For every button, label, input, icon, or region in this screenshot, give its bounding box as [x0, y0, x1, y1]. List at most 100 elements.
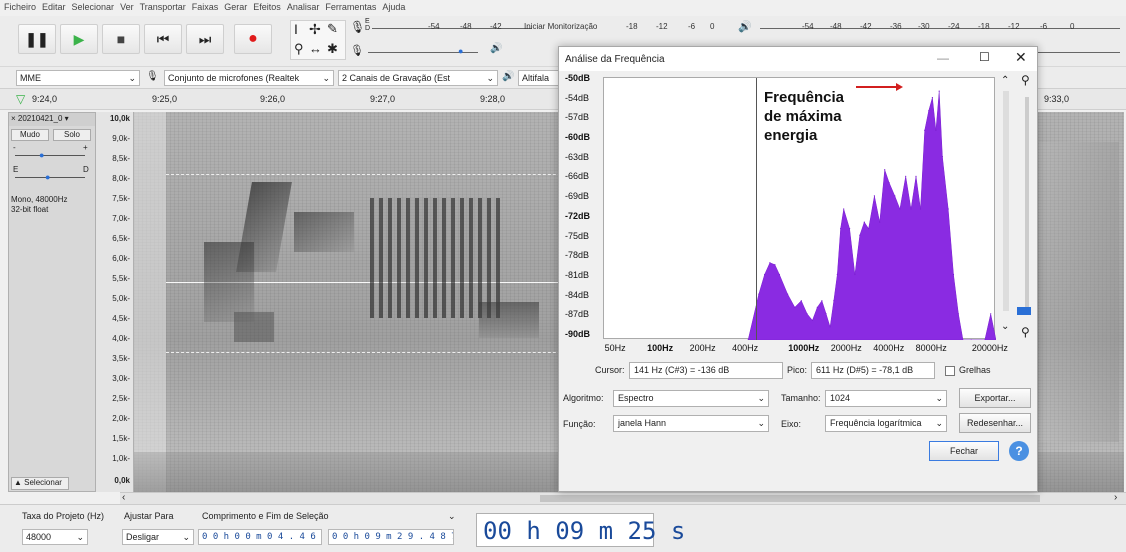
menu-item[interactable]: Ajuda: [382, 2, 406, 12]
select-track-button[interactable]: ▲ Selecionar: [11, 477, 69, 490]
multi-tool-icon[interactable]: ✱: [327, 41, 338, 56]
selection-tool-icon[interactable]: I: [294, 21, 298, 37]
zoom-out-icon[interactable]: ⚲: [1021, 325, 1030, 339]
play-button[interactable]: ▶: [60, 24, 98, 54]
draw-tool-icon[interactable]: ✎: [327, 21, 338, 36]
grid-checkbox[interactable]: [945, 366, 955, 376]
project-rate-select[interactable]: 48000 ⌄: [22, 529, 88, 545]
meter-tick: -24: [948, 22, 960, 31]
x-tick-label: 200Hz: [689, 343, 716, 353]
recording-device-select[interactable]: Conjunto de microfones (Realtek ⌄: [164, 70, 334, 86]
audio-host-select[interactable]: MME ⌄: [16, 70, 140, 86]
redraw-button[interactable]: Redesenhar...: [959, 413, 1031, 433]
scroll-down-icon[interactable]: ⌄: [1001, 321, 1010, 332]
help-icon[interactable]: ?: [1009, 441, 1029, 461]
algorithm-select[interactable]: Espectro ⌄: [613, 390, 769, 407]
snap-to-select[interactable]: Desligar ⌄: [122, 529, 194, 545]
spectrum-plot[interactable]: Frequência de máxima energia: [603, 77, 996, 340]
menu-item[interactable]: Efeitos: [253, 2, 281, 12]
menu-item[interactable]: Gerar: [224, 2, 248, 12]
dialog-titlebar[interactable]: Análise da Frequência — ☐ ✕: [559, 47, 1037, 71]
help-icon-glyph: ?: [1015, 444, 1023, 458]
plot-vscroll[interactable]: [1003, 91, 1009, 311]
menu-item[interactable]: Analisar: [286, 2, 320, 12]
playback-meter[interactable]: [760, 28, 1120, 29]
recording-volume-slider[interactable]: [368, 52, 478, 53]
maximize-icon[interactable]: ☐: [979, 50, 990, 64]
spectrum-point: [849, 228, 851, 230]
chevron-down-icon[interactable]: ⌄: [448, 511, 456, 521]
scroll-thumb[interactable]: [540, 495, 1040, 502]
selection-end-field[interactable]: 0 0 h 0 9 m 2 9 . 4 8 7 s: [328, 529, 454, 545]
scroll-left-icon[interactable]: ‹: [122, 492, 126, 503]
record-button[interactable]: ●: [234, 24, 272, 54]
pause-button[interactable]: ❚❚: [18, 24, 56, 54]
menu-item[interactable]: Selecionar: [71, 2, 115, 12]
size-select[interactable]: 1024 ⌄: [825, 390, 947, 407]
y-tick-label: -60dB: [565, 132, 591, 143]
gain-thumb[interactable]: ●: [39, 150, 45, 160]
slider-thumb[interactable]: ●: [458, 46, 464, 56]
timeshift-tool-icon[interactable]: ↔: [309, 41, 322, 56]
function-label: Função:: [563, 419, 596, 429]
spectrum-point: [952, 273, 955, 276]
spectrum-point: [984, 339, 986, 340]
menu-item[interactable]: Ver: [120, 2, 134, 12]
close-button[interactable]: Fechar: [929, 441, 999, 461]
meter-tick: -48: [460, 22, 472, 31]
menu-item[interactable]: Transportar: [139, 2, 186, 12]
function-select[interactable]: janela Hann ⌄: [613, 415, 769, 432]
pan-thumb[interactable]: ●: [45, 172, 51, 182]
menu-item[interactable]: Editar: [42, 2, 66, 12]
scroll-right-icon[interactable]: ›: [1114, 492, 1118, 503]
recording-device-value: Conjunto de microfones (Realtek: [168, 73, 300, 83]
gain-slider[interactable]: [15, 155, 85, 156]
export-button[interactable]: Exportar...: [959, 388, 1031, 408]
meter-tick: -30: [918, 22, 930, 31]
envelope-tool-icon[interactable]: ✢: [309, 21, 321, 37]
menu-item[interactable]: Faixas: [191, 2, 219, 12]
record-meter[interactable]: [372, 28, 532, 29]
timeline-tick: 9:25,0: [152, 94, 178, 104]
track-name-button[interactable]: × 20210421_0 ▾: [9, 113, 95, 126]
zoom-thumb[interactable]: [1017, 307, 1031, 315]
channels-select[interactable]: 2 Canais de Gravação (Est ⌄: [338, 70, 498, 86]
solo-button[interactable]: Solo: [53, 129, 91, 141]
frequency-tick-label: 7,0k-: [112, 214, 130, 223]
cursor-value: 141 Hz (C#3) = -136 dB: [634, 365, 730, 375]
axis-select[interactable]: Frequência logarítmica ⌄: [825, 415, 947, 432]
x-tick-label: 1000Hz: [788, 343, 820, 353]
scroll-up-icon[interactable]: ⌃: [1001, 75, 1010, 86]
spectrum-point: [941, 156, 943, 158]
skip-start-button[interactable]: ⏮: [144, 24, 182, 54]
frequency-tick-label: 4,5k-: [112, 314, 130, 323]
axis-value: Frequência logarítmica: [830, 418, 922, 428]
selection-length-field[interactable]: 0 0 h 0 0 m 0 4 . 4 6 6 s: [198, 529, 322, 545]
channels-value: 2 Canais de Gravação (Est: [342, 73, 451, 83]
algorithm-value: Espectro: [618, 393, 654, 403]
pan-slider[interactable]: [15, 177, 85, 178]
skip-end-button[interactable]: ⏭: [186, 24, 224, 54]
timeline-pin-icon[interactable]: ▽: [16, 92, 26, 106]
monitor-label[interactable]: Iniciar Monitorização: [524, 22, 598, 31]
timeline-tick: 9:27,0: [370, 94, 396, 104]
horizontal-scrollbar[interactable]: ‹ ›: [120, 492, 1126, 504]
frequency-tick-label: 3,5k-: [112, 354, 130, 363]
x-tick-label: 4000Hz: [873, 343, 905, 353]
menu-item[interactable]: Ficheiro: [4, 2, 37, 12]
menu-item[interactable]: Ferramentas: [325, 2, 377, 12]
x-tick-label: 50Hz: [604, 343, 626, 353]
spectrum-point: [778, 273, 780, 276]
zoom-tool-icon[interactable]: ⚲: [294, 41, 304, 56]
stop-button[interactable]: ■: [102, 24, 140, 54]
spectrum-point: [928, 110, 930, 112]
audio-position-display[interactable]: 00 h 09 m 25 s: [476, 513, 685, 547]
minimize-icon[interactable]: —: [937, 51, 949, 65]
zoom-in-icon[interactable]: ⚲: [1021, 73, 1030, 87]
y-tick-label: -78dB: [565, 250, 590, 261]
project-rate-value: 48000: [26, 532, 52, 542]
close-icon[interactable]: ✕: [1015, 49, 1027, 65]
zoom-slider[interactable]: [1025, 97, 1029, 307]
mute-button[interactable]: Mudo: [11, 129, 49, 141]
playback-device-select[interactable]: Altifala: [518, 70, 562, 86]
